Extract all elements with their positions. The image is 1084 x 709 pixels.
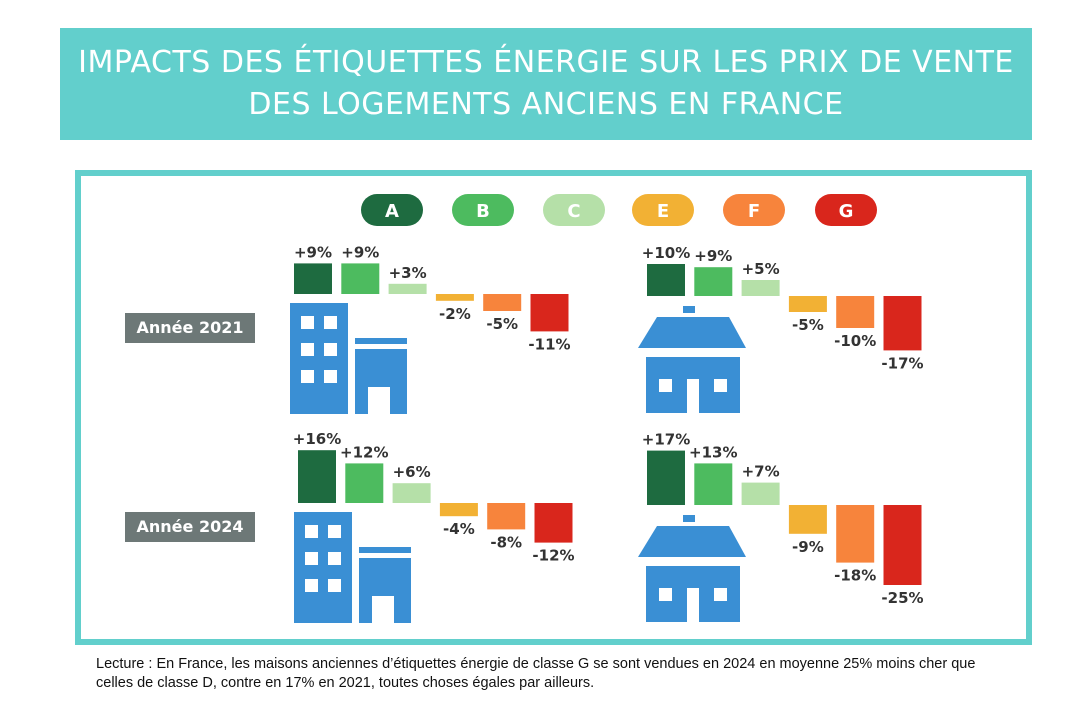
legend-pill-F — [723, 194, 785, 226]
bar-C — [741, 280, 780, 296]
bar-B — [345, 463, 384, 503]
year-label-2024: Année 2024 — [125, 512, 255, 542]
legend-pill-G — [815, 194, 877, 226]
legend-label-C: C — [567, 201, 580, 222]
bar-A — [647, 264, 685, 296]
year-label-2021: Année 2021 — [125, 313, 255, 343]
data-label: -11% — [528, 335, 570, 353]
chimney — [683, 515, 695, 522]
door — [687, 588, 699, 622]
bar-G — [883, 296, 922, 351]
data-label: +13% — [689, 443, 737, 461]
bar-A — [298, 450, 336, 503]
window — [301, 343, 314, 356]
data-label: +9% — [694, 247, 732, 265]
data-label: +7% — [742, 463, 780, 481]
data-label: -9% — [792, 538, 824, 556]
legend-pill-B — [452, 194, 514, 226]
bar-E — [788, 505, 827, 534]
window — [328, 552, 341, 565]
bar-B — [694, 267, 733, 296]
legend-label-F: F — [748, 201, 760, 222]
roof-bar — [355, 338, 407, 344]
window — [305, 579, 318, 592]
bar-A — [294, 263, 332, 294]
legend-label-E: E — [657, 201, 669, 222]
legend-pill-A — [361, 194, 423, 226]
bar-B — [694, 463, 733, 505]
window — [714, 379, 727, 392]
bar-F — [487, 503, 526, 530]
data-label: +17% — [642, 431, 690, 449]
door — [687, 379, 699, 413]
house-icon — [638, 526, 746, 557]
door — [368, 387, 390, 414]
window — [324, 370, 337, 383]
data-label: -17% — [881, 354, 923, 372]
bar-E — [435, 294, 474, 301]
footnote: Lecture : En France, les maisons ancienn… — [96, 656, 976, 691]
house-icon — [638, 317, 746, 348]
legend-pill-E — [632, 194, 694, 226]
data-label: +9% — [341, 243, 379, 261]
bar-C — [741, 482, 780, 505]
bar-C — [392, 483, 431, 503]
bar-C — [388, 283, 427, 294]
window — [305, 525, 318, 538]
data-label: -10% — [834, 332, 876, 350]
bar-A — [647, 450, 685, 505]
data-label: +3% — [389, 264, 427, 282]
data-label: +12% — [340, 443, 388, 461]
bar-B — [341, 263, 380, 294]
window — [659, 588, 672, 601]
chimney — [683, 306, 695, 313]
data-label: +5% — [742, 260, 780, 278]
bar-G — [883, 505, 922, 585]
bar-F — [836, 296, 875, 328]
window — [328, 579, 341, 592]
legend-pill-C — [543, 194, 605, 226]
legend-label-G: G — [839, 201, 854, 222]
window — [324, 316, 337, 329]
legend-label-A: A — [385, 201, 399, 222]
window — [659, 379, 672, 392]
window — [305, 552, 318, 565]
bar-G — [534, 503, 573, 543]
bar-E — [439, 503, 478, 517]
chart-frame — [75, 170, 1032, 645]
data-label: -4% — [443, 520, 475, 538]
data-label: +10% — [642, 244, 690, 262]
data-label: -5% — [486, 315, 518, 333]
data-label: -5% — [792, 316, 824, 334]
bar-E — [788, 296, 827, 312]
legend-label-B: B — [476, 201, 490, 222]
window — [324, 343, 337, 356]
door — [372, 596, 394, 623]
window — [328, 525, 341, 538]
data-label: -2% — [439, 305, 471, 323]
data-label: +16% — [293, 430, 341, 448]
apartment-building-icon — [294, 512, 352, 623]
data-label: -25% — [881, 589, 923, 607]
window — [714, 588, 727, 601]
window — [301, 316, 314, 329]
window — [301, 370, 314, 383]
data-label: +6% — [393, 463, 431, 481]
roof-bar — [359, 547, 411, 553]
bar-F — [836, 505, 875, 563]
apartment-building-icon — [290, 303, 348, 414]
data-label: +9% — [294, 243, 332, 261]
bar-G — [530, 294, 569, 332]
page-title: IMPACTS DES ÉTIQUETTES ÉNERGIE SUR LES P… — [60, 28, 1032, 140]
bar-F — [483, 294, 522, 311]
data-label: -12% — [532, 547, 574, 565]
data-label: -18% — [834, 567, 876, 585]
data-label: -8% — [490, 533, 522, 551]
